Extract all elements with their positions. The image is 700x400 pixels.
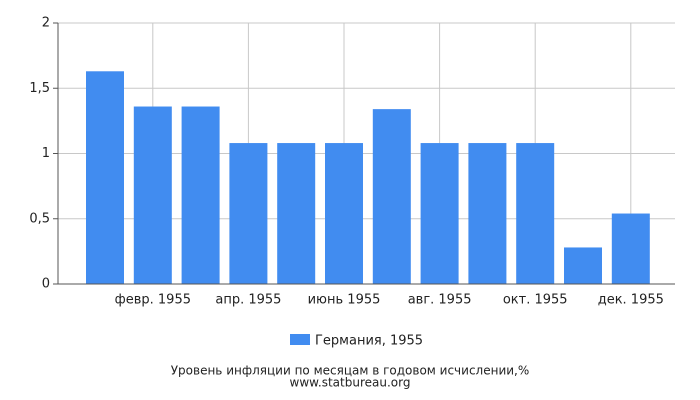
bar <box>229 143 268 284</box>
x-axis-title: Уровень инфляции по месяцам в годовом ис… <box>171 364 530 378</box>
y-tick-label: 1 <box>42 146 50 161</box>
bar <box>420 143 459 284</box>
bar <box>277 143 316 284</box>
y-tick-label: 1,5 <box>29 81 50 96</box>
bar <box>325 143 363 284</box>
bar <box>611 213 650 284</box>
x-tick-label: дек. 1955 <box>598 293 664 308</box>
x-tick-label: авг. 1955 <box>408 293 472 308</box>
y-tick-label: 0 <box>42 277 50 292</box>
x-tick-label: апр. 1955 <box>215 293 281 308</box>
x-tick-label: февр. 1955 <box>115 293 191 308</box>
x-tick-label: окт. 1955 <box>503 293 568 308</box>
bar <box>564 247 602 284</box>
bar <box>133 106 172 285</box>
bar <box>86 71 124 284</box>
x-tick-label: июнь 1955 <box>308 293 381 308</box>
legend-label: Германия, 1955 <box>315 334 423 349</box>
legend-swatch <box>290 334 310 345</box>
y-tick-label: 2 <box>42 16 50 31</box>
bar <box>181 106 220 285</box>
bar <box>468 143 507 284</box>
source: www.statbureau.org <box>290 376 411 390</box>
bar <box>372 109 411 284</box>
bar <box>516 143 555 284</box>
y-tick-label: 0,5 <box>29 211 50 226</box>
